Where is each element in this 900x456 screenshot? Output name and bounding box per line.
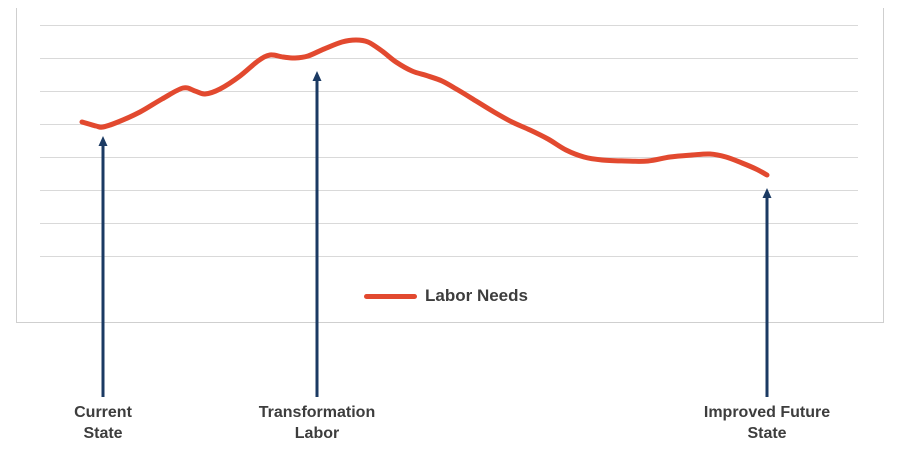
gridline (40, 256, 858, 257)
plot-frame (16, 8, 884, 323)
legend-line-swatch (364, 293, 417, 299)
legend-label: Labor Needs (425, 286, 528, 305)
annotation-label-transformation-labor: Transformation Labor (258, 404, 376, 442)
legend: Labor Needs (364, 285, 528, 307)
gridline (40, 157, 858, 158)
annotation-label-current-state: Current State (74, 404, 132, 442)
gridline (40, 190, 858, 191)
gridline (40, 91, 858, 92)
gridline (40, 58, 858, 59)
gridline (40, 25, 858, 26)
annotation-arrows (98, 71, 772, 397)
annotation-label-improved-future-state: Improved Future State (703, 404, 831, 442)
annotation-arrowhead-improved-future-state (762, 188, 772, 198)
gridline (40, 223, 858, 224)
annotation-arrowhead-transformation-labor (312, 71, 322, 81)
labor-needs-line (79, 37, 770, 178)
gridline (40, 124, 858, 125)
annotation-arrowhead-current-state (98, 136, 108, 146)
